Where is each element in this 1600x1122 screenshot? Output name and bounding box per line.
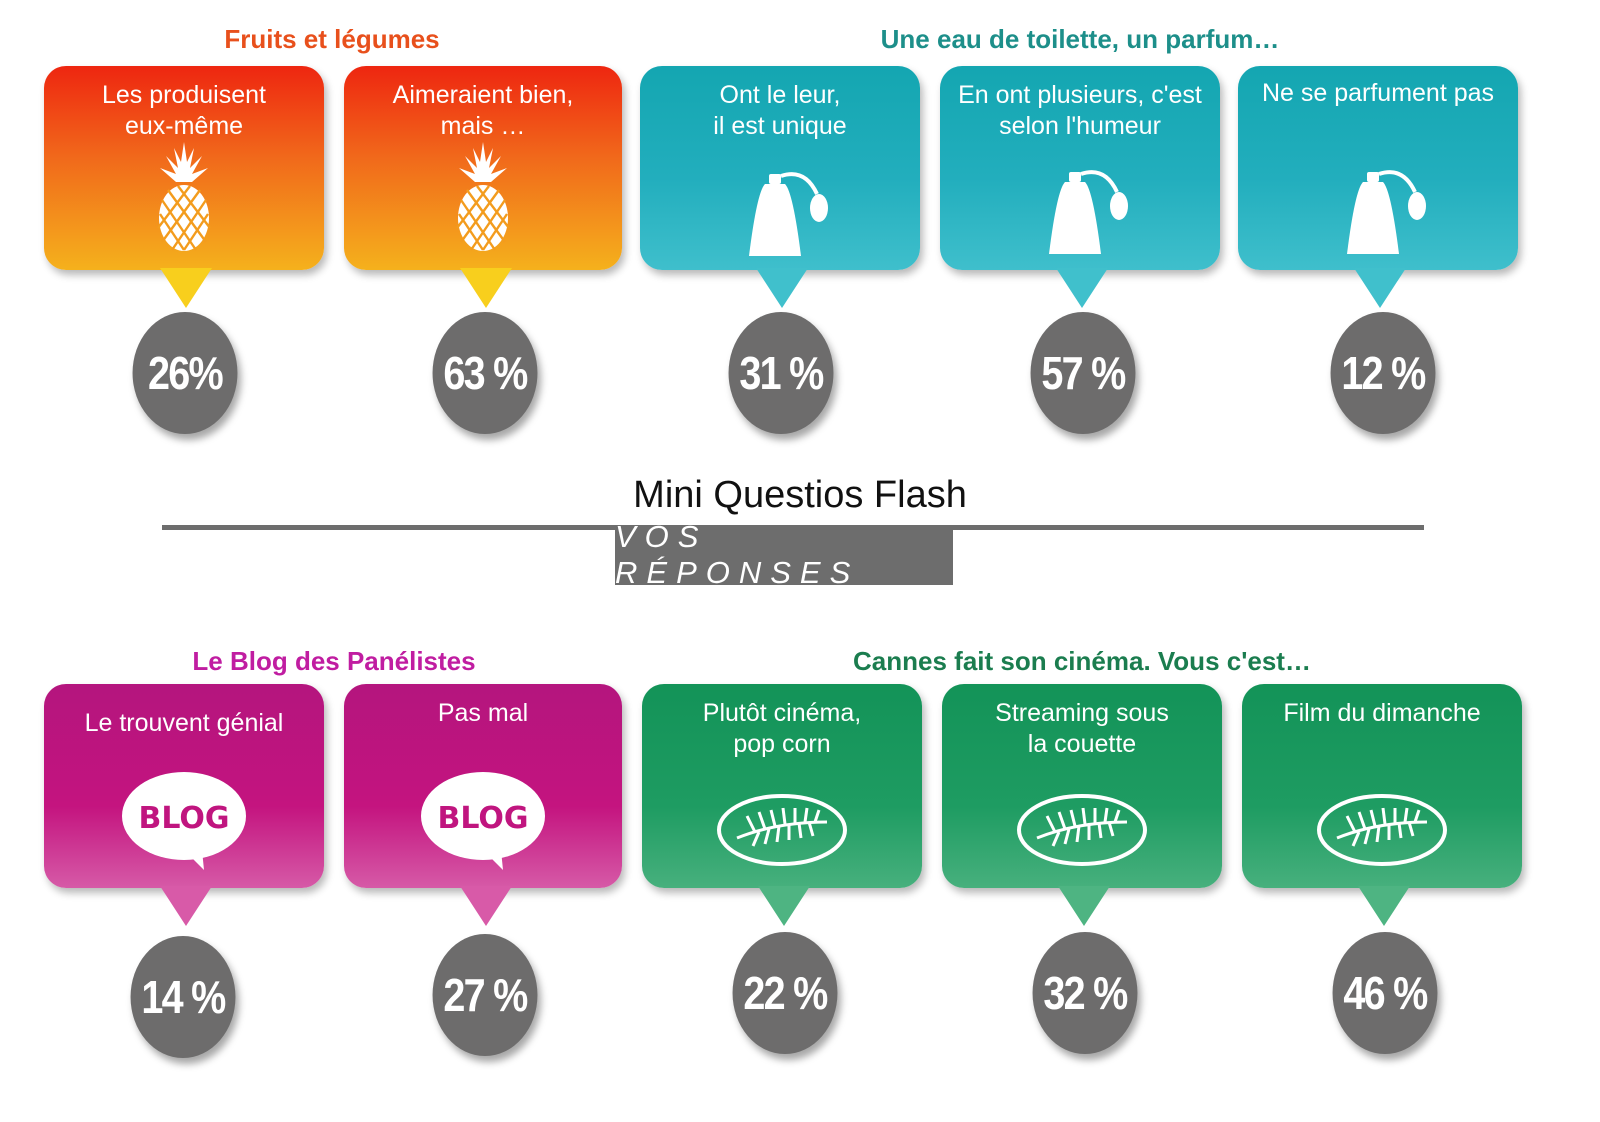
palm-leaf-icon bbox=[1315, 792, 1449, 873]
group-title-fruits: Fruits et légumes bbox=[224, 24, 440, 54]
perfume-bottle-icon bbox=[1043, 162, 1133, 263]
group-title-blog: Le Blog des Panélistes bbox=[192, 646, 476, 676]
answer-card-several-perfumes: En ont plusieurs, c'est selon l'humeur bbox=[940, 66, 1220, 308]
card-label: Film du dimanche bbox=[1283, 699, 1481, 727]
percentage-circle: 63 % bbox=[432, 312, 538, 434]
percentage-circle: 46 % bbox=[1332, 932, 1438, 1054]
card-pointer bbox=[1058, 886, 1110, 926]
percentage-circle: 32 % bbox=[1032, 932, 1138, 1054]
answer-card-no-perfume: Ne se parfument pas bbox=[1238, 66, 1518, 308]
card-pointer bbox=[160, 268, 212, 308]
perfume-bottle-icon bbox=[1341, 162, 1431, 263]
card-label: En ont plusieurs, c'est selon l'humeur bbox=[958, 81, 1202, 140]
pineapple-icon bbox=[455, 142, 511, 257]
card-label: Ont le leur, il est unique bbox=[713, 81, 847, 140]
blog-icon-text: BLOG bbox=[138, 801, 229, 836]
percentage-circle: 12 % bbox=[1330, 312, 1436, 434]
percentage-circle: 57 % bbox=[1030, 312, 1136, 434]
perfume-bottle-icon bbox=[743, 164, 833, 265]
page-title: Mini Questios Flash bbox=[633, 474, 967, 516]
card-pointer bbox=[460, 268, 512, 308]
palm-leaf-icon bbox=[715, 792, 849, 873]
card-pointer bbox=[1056, 268, 1108, 308]
card-pointer bbox=[1354, 268, 1406, 308]
pineapple-icon bbox=[156, 142, 212, 257]
page-subtitle: VOS RÉPONSES bbox=[615, 519, 860, 590]
blog-bubble-icon: BLOG bbox=[419, 770, 547, 875]
percentage-circle: 31 % bbox=[728, 312, 834, 434]
answer-card-would-like: Aimeraient bien, mais … bbox=[344, 66, 622, 308]
card-pointer bbox=[1358, 886, 1410, 926]
palm-leaf-icon bbox=[1015, 792, 1149, 873]
answer-card-blog-not-bad: Pas mal BLOG bbox=[344, 684, 622, 926]
card-label: Les produisent eux-même bbox=[101, 81, 266, 140]
card-label: Streaming sous la couette bbox=[995, 699, 1169, 758]
card-label: Pas mal bbox=[437, 699, 529, 727]
card-label: Le trouvent génial bbox=[84, 709, 284, 737]
percentage-circle: 26% bbox=[132, 312, 238, 434]
subtitle-banner: VOS RÉPONSES bbox=[615, 519, 953, 590]
answer-card-blog-great: Le trouvent génial BLOG bbox=[44, 684, 324, 926]
percentage-circle: 22 % bbox=[732, 932, 838, 1054]
blog-icon-text: BLOG bbox=[437, 801, 528, 836]
card-pointer bbox=[460, 886, 512, 926]
group-title-cannes: Cannes fait son cinéma. Vous c'est… bbox=[853, 646, 1311, 676]
answer-card-streaming: Streaming sous la couette bbox=[942, 684, 1222, 926]
card-pointer bbox=[758, 886, 810, 926]
card-label: Ne se parfument pas bbox=[1261, 79, 1495, 107]
card-pointer bbox=[160, 886, 212, 926]
answer-card-sunday-film: Film du dimanche bbox=[1242, 684, 1522, 926]
answer-card-unique-perfume: Ont le leur, il est unique bbox=[640, 66, 920, 308]
group-title-parfum: Une eau de toilette, un parfum… bbox=[880, 24, 1280, 54]
answer-card-cinema: Plutôt cinéma, pop corn bbox=[642, 684, 922, 926]
percentage-circle: 14 % bbox=[130, 936, 236, 1058]
percentage-circle: 27 % bbox=[432, 934, 538, 1056]
card-label: Aimeraient bien, mais … bbox=[392, 81, 574, 140]
card-pointer bbox=[756, 268, 808, 308]
blog-bubble-icon: BLOG bbox=[120, 770, 248, 875]
answer-card-produce-themselves: Les produisent eux-même bbox=[44, 66, 324, 308]
card-label: Plutôt cinéma, pop corn bbox=[702, 699, 862, 758]
